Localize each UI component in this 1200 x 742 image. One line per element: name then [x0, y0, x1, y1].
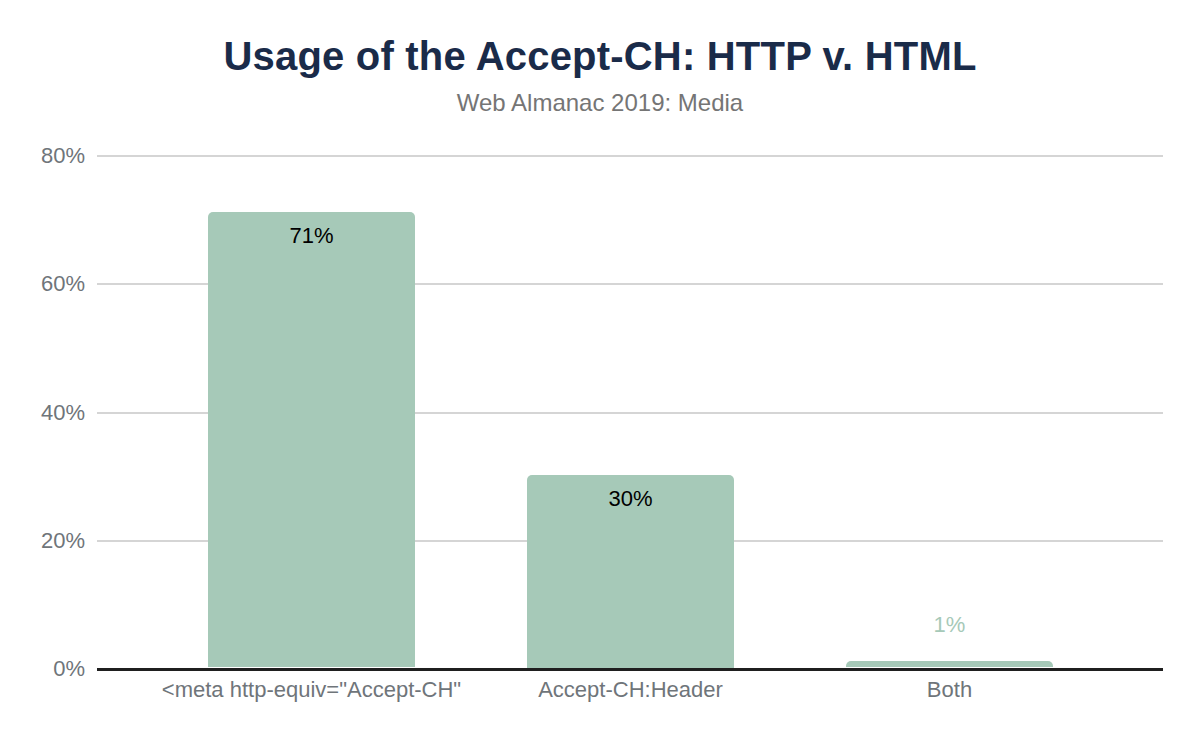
- y-tick-label: 20%: [15, 529, 85, 553]
- y-tick-label: 40%: [15, 401, 85, 425]
- x-category-label: Accept-CH:Header: [461, 678, 801, 702]
- x-axis-line: [97, 668, 1163, 671]
- bar[interactable]: [846, 661, 1053, 667]
- y-tick-label: 0%: [15, 657, 85, 681]
- bar-value-label: 1%: [846, 613, 1053, 637]
- bar-chart-figure: Usage of the Accept-CH: HTTP v. HTML Web…: [0, 0, 1200, 742]
- x-category-label: <meta http-equiv="Accept-CH": [142, 678, 482, 702]
- bar[interactable]: [208, 212, 415, 667]
- gridline: [97, 155, 1163, 157]
- plot-area: 0% 20% 40% 60% 80% 71% <meta http-equiv="Accep…: [0, 0, 1200, 742]
- y-tick-label: 80%: [15, 144, 85, 168]
- y-tick-label: 60%: [15, 272, 85, 296]
- bar-value-label: 71%: [208, 224, 415, 248]
- bar-value-label: 30%: [527, 487, 734, 511]
- x-category-label: Both: [780, 678, 1120, 702]
